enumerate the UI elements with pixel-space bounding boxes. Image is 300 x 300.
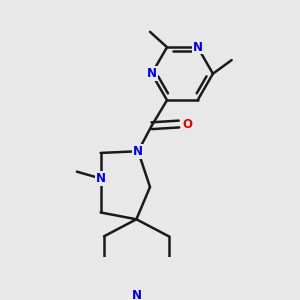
Text: N: N — [131, 289, 141, 300]
Text: N: N — [147, 67, 157, 80]
Text: N: N — [193, 41, 202, 54]
Text: N: N — [133, 145, 143, 158]
Text: O: O — [182, 118, 192, 130]
Text: N: N — [96, 172, 106, 185]
Text: N: N — [133, 145, 143, 158]
